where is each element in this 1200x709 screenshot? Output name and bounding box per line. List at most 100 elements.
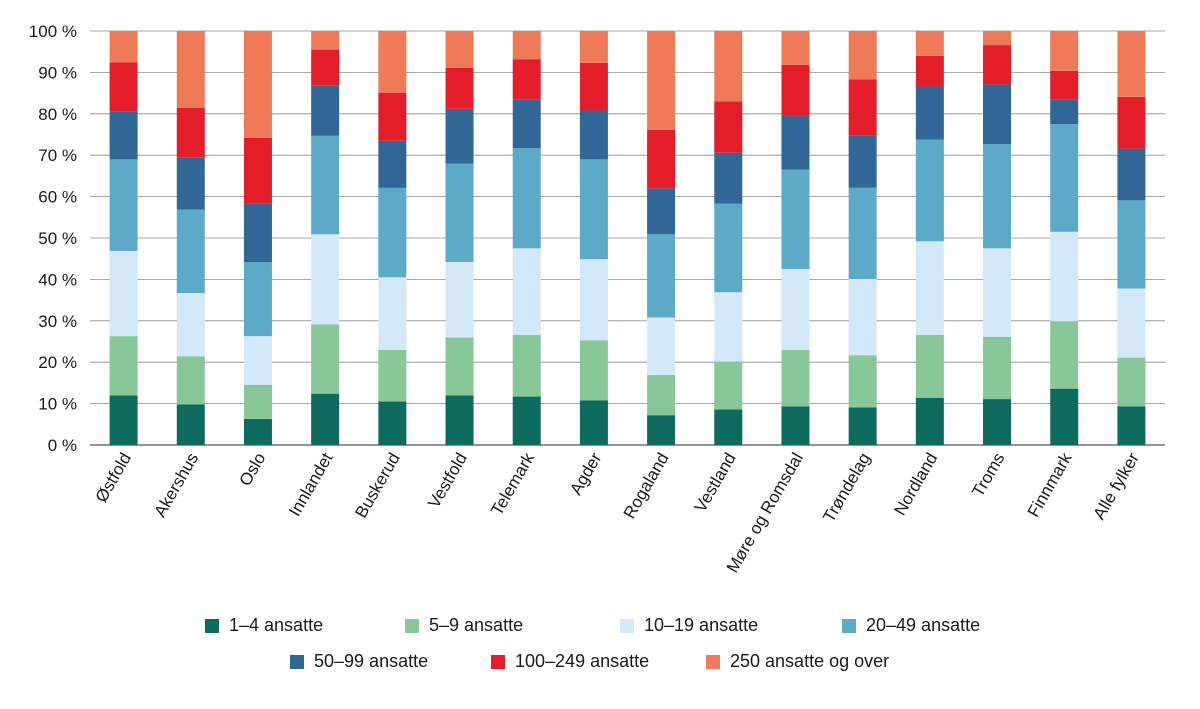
bar-segment xyxy=(1117,96,1146,149)
bar-segment xyxy=(378,140,407,188)
bar-segment xyxy=(378,31,407,93)
y-tick-label: 90 % xyxy=(38,63,77,82)
bar-segment xyxy=(512,396,541,445)
bar-segment xyxy=(176,157,205,210)
bar-segment xyxy=(915,397,944,445)
bars xyxy=(109,31,1146,445)
bar-segment xyxy=(781,115,810,170)
legend-swatch xyxy=(405,618,419,633)
bar-segment xyxy=(647,31,676,130)
legend-row-1: 1–4 ansatte 5–9 ansatte 10–19 ansatte 20… xyxy=(0,615,1200,651)
y-axis-ticks: 0 % 10 % 20 % 30 % 40 % 50 % 60 % 70 % 80 % 90 % 1… xyxy=(29,22,77,455)
bar-segment xyxy=(1117,288,1146,358)
bar-segment xyxy=(243,31,272,138)
legend-label: 100–249 ansatte xyxy=(515,651,650,671)
legend-label: 250 ansatte og over xyxy=(730,651,890,671)
bar-segment xyxy=(1117,31,1146,97)
bar-segment xyxy=(109,62,138,112)
legend-item-10-19: 10–19 ansatte xyxy=(620,615,758,636)
x-category-label: Finnmark xyxy=(1024,449,1076,520)
legend-row-2: 50–99 ansatte 100–249 ansatte 250 ansatt… xyxy=(0,651,1200,687)
x-category-label: Rogaland xyxy=(620,450,673,523)
bar-segment xyxy=(983,248,1012,337)
bar-segment xyxy=(848,31,877,80)
bar-segment xyxy=(848,187,877,279)
bar-segment xyxy=(176,404,205,445)
bar-segment xyxy=(512,148,541,249)
x-category-label: Oslo xyxy=(235,450,269,490)
legend-swatch xyxy=(842,618,856,633)
bar-segment xyxy=(243,137,272,204)
bar-segment xyxy=(311,85,340,136)
bar-segment xyxy=(445,108,474,164)
bar-segment xyxy=(176,108,205,158)
bar-segment xyxy=(378,187,407,278)
stacked-bar-chart: 0 % 10 % 20 % 30 % 40 % 50 % 60 % 70 % 80 % 90 % 1… xyxy=(29,22,1165,577)
legend-item-5-9: 5–9 ansatte xyxy=(405,615,523,636)
bar-segment xyxy=(915,86,944,140)
bar-segment xyxy=(848,278,877,356)
legend-swatch xyxy=(205,618,219,633)
bar-segment xyxy=(579,259,608,341)
x-category-label: Buskerud xyxy=(351,450,403,522)
bar-segment xyxy=(714,101,743,153)
bar-segment xyxy=(1117,357,1146,407)
legend: 1–4 ansatte 5–9 ansatte 10–19 ansatte 20… xyxy=(0,615,1200,687)
y-tick-label: 0 % xyxy=(48,436,77,455)
legend-label: 5–9 ansatte xyxy=(429,615,524,635)
bar-segment xyxy=(445,31,474,68)
bar-segment xyxy=(714,361,743,410)
bar-segment xyxy=(109,336,138,396)
bar-segment xyxy=(781,406,810,445)
bar-segment xyxy=(579,340,608,401)
y-tick-label: 60 % xyxy=(38,188,77,207)
bar-segment xyxy=(579,62,608,111)
bar-segment xyxy=(714,152,743,204)
x-category-label: Innlandet xyxy=(285,449,337,519)
bar-segment xyxy=(647,234,676,318)
bar-segment xyxy=(1050,124,1079,232)
bar-segment xyxy=(983,399,1012,445)
bar-segment xyxy=(243,203,272,263)
y-tick-label: 30 % xyxy=(38,312,77,331)
bar-segment xyxy=(176,31,205,109)
bar-segment xyxy=(445,395,474,445)
legend-label: 20–49 ansatte xyxy=(866,615,981,635)
legend-swatch xyxy=(290,654,304,669)
bar-segment xyxy=(781,349,810,407)
bar-segment xyxy=(579,110,608,160)
bar-segment xyxy=(781,269,810,350)
x-category-label: Møre og Romsdal xyxy=(723,450,807,577)
bar-segment xyxy=(915,139,944,242)
y-tick-label: 70 % xyxy=(38,146,77,165)
bar-segment xyxy=(243,418,272,445)
bar-segment xyxy=(1117,148,1146,201)
bar-segment xyxy=(915,334,944,398)
x-category-label: Vestland xyxy=(691,450,740,516)
bar-segment xyxy=(1050,231,1079,322)
legend-item-1-4: 1–4 ansatte xyxy=(205,615,323,636)
bar-segment xyxy=(311,234,340,325)
bar-segment xyxy=(647,129,676,189)
y-tick-label: 20 % xyxy=(38,353,77,372)
x-category-label: Trøndelag xyxy=(819,450,874,526)
bar-segment xyxy=(1050,388,1079,445)
bar-segment xyxy=(983,336,1012,400)
bar-segment xyxy=(445,163,474,263)
bar-segment xyxy=(176,356,205,405)
legend-item-20-49: 20–49 ansatte xyxy=(842,615,980,636)
bar-segment xyxy=(176,293,205,357)
legend-label: 50–99 ansatte xyxy=(314,651,429,671)
legend-label: 10–19 ansatte xyxy=(644,615,759,635)
bar-segment xyxy=(109,111,138,160)
x-category-label: Alle fylker xyxy=(1090,449,1143,523)
bar-segment xyxy=(1050,70,1079,100)
bar-segment xyxy=(311,393,340,445)
bar-segment xyxy=(378,92,407,141)
bar-segment xyxy=(714,31,743,102)
bar-segment xyxy=(647,415,676,445)
bar-segment xyxy=(579,31,608,63)
bar-segment xyxy=(243,262,272,337)
y-tick-label: 10 % xyxy=(38,395,77,414)
bar-segment xyxy=(983,84,1012,145)
